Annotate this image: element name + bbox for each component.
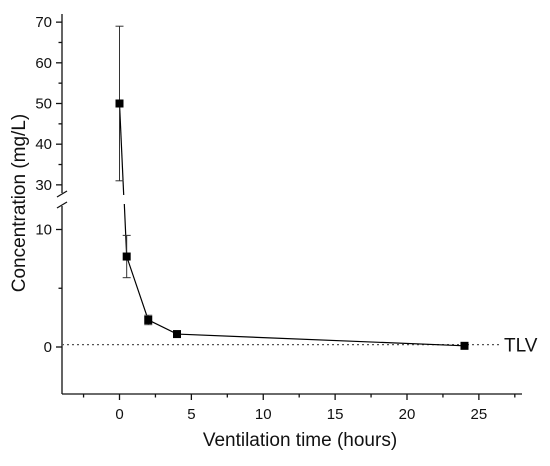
data-point	[173, 330, 181, 339]
axis-break-mark-lower	[56, 201, 68, 209]
data-point	[144, 315, 153, 324]
y-tick-label: 60	[35, 55, 52, 72]
axis-break-mark-upper	[56, 190, 68, 198]
y-tick-label: 50	[35, 96, 52, 113]
x-tick-label: 20	[399, 406, 416, 423]
x-tick-label: 10	[255, 406, 272, 423]
x-tick-label: 15	[327, 406, 344, 423]
data-point	[460, 341, 469, 350]
series-line	[118, 103, 125, 196]
x-tick-label: 0	[115, 406, 123, 423]
series-line	[123, 203, 465, 347]
y-axis-title: Concentration (mg/L)	[9, 114, 30, 292]
series-group	[115, 25, 469, 350]
y-tick-label: 0	[44, 339, 52, 356]
y-tick-label: 40	[35, 136, 52, 153]
y-tick-label: 10	[35, 222, 52, 239]
data-point	[122, 252, 131, 261]
axes-group: 0 5 10 15 20 25 30 40 50 60 70 0 10	[35, 14, 522, 423]
x-tick-label: 5	[187, 406, 195, 423]
data-point	[115, 99, 124, 108]
y-tick-label: 70	[35, 14, 52, 31]
y-tick-label: 30	[35, 177, 52, 194]
tlv-label: TLV	[504, 336, 538, 357]
x-axis-title: Ventilation time (hours)	[203, 430, 397, 451]
x-tick-label: 25	[471, 406, 488, 423]
